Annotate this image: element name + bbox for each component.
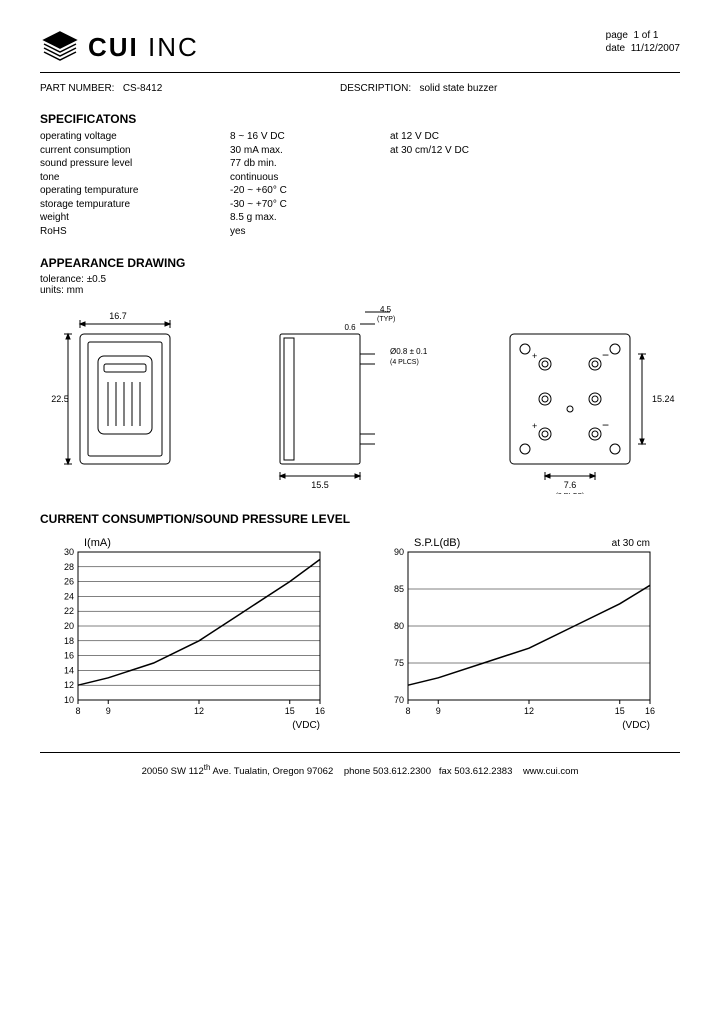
svg-text:16.7: 16.7 [109,311,127,321]
svg-text:+: + [532,351,537,361]
svg-text:85: 85 [394,584,404,594]
svg-text:(2 PLCS): (2 PLCS) [556,493,585,494]
svg-text:16: 16 [315,706,325,716]
specs-section: SPECIFICATONS operating voltage current … [40,112,680,238]
specs-extra: at 12 V DC at 30 cm/12 V DC [390,130,540,238]
desc-value: solid state buzzer [419,83,497,94]
svg-text:10: 10 [64,695,74,705]
svg-text:75: 75 [394,658,404,668]
desc-label: DESCRIPTION: [340,83,411,94]
svg-text:70: 70 [394,695,404,705]
footer: 20050 SW 112th Ave. Tualatin, Oregon 970… [40,752,680,777]
svg-text:24: 24 [64,591,74,601]
graphs-heading: CURRENT CONSUMPTION/SOUND PRESSURE LEVEL [40,512,680,526]
svg-text:16: 16 [645,706,655,716]
svg-text:28: 28 [64,562,74,572]
svg-text:15: 15 [615,706,625,716]
specs-labels: operating voltage current consumption so… [40,130,230,238]
svg-text:20: 20 [64,621,74,631]
pn-value: CS-8412 [123,83,162,94]
svg-text:(TYP): (TYP) [377,316,395,323]
part-line: PART NUMBER: CS-8412 DESCRIPTION: solid … [40,83,680,94]
svg-text:12: 12 [194,706,204,716]
svg-text:+: + [532,421,537,431]
logo-icon [40,30,80,64]
svg-text:at 30 cm: at 30 cm [612,538,650,549]
svg-text:15: 15 [285,706,295,716]
svg-text:80: 80 [394,621,404,631]
svg-text:I(mA): I(mA) [84,537,111,549]
svg-text:8: 8 [405,706,410,716]
svg-text:Ø0.8 ± 0.1: Ø0.8 ± 0.1 [390,347,428,356]
svg-text:(VDC): (VDC) [622,720,650,731]
svg-text:12: 12 [64,680,74,690]
svg-text:4.5: 4.5 [380,305,392,314]
graph-spl: 90 85 80 75 708 9 12 15 16 S.P.L(dB) at 30 cm (VDC) [370,532,660,732]
svg-text:8: 8 [75,706,80,716]
drawing-front: 16.7 22.5 [40,304,190,494]
drawing-tolerance: tolerance: ±0.5 [40,274,680,285]
logo: CUI INC [40,30,199,64]
svg-text:22: 22 [64,606,74,616]
svg-text:30: 30 [64,547,74,557]
svg-text:S.P.L(dB): S.P.L(dB) [414,537,460,549]
header: CUI INC page 1 of 1 date 11/12/2007 [40,30,680,73]
svg-text:(4 PLCS): (4 PLCS) [390,359,419,366]
svg-text:16: 16 [64,651,74,661]
drawing-back: + − + − 15.24 7.6 (2 PLCS) [490,304,680,494]
drawing-section: APPEARANCE DRAWING tolerance: ±0.5 units… [40,256,680,494]
svg-text:12: 12 [524,706,534,716]
specs-heading: SPECIFICATONS [40,112,680,126]
pn-label: PART NUMBER: [40,83,114,94]
svg-text:9: 9 [436,706,441,716]
drawing-heading: APPEARANCE DRAWING [40,256,680,270]
graphs-section: CURRENT CONSUMPTION/SOUND PRESSURE LEVEL… [40,512,680,732]
svg-text:7.6: 7.6 [564,480,577,490]
drawing-side: 15.5 0.6 4.5 (TYP) Ø0.8 ± 0.1 (4 PLCS) [240,304,440,494]
svg-text:90: 90 [394,547,404,557]
svg-text:0.6: 0.6 [344,323,356,332]
svg-text:−: − [602,418,609,432]
svg-text:9: 9 [106,706,111,716]
svg-text:15.5: 15.5 [311,480,329,490]
svg-text:26: 26 [64,577,74,587]
svg-text:22.5: 22.5 [51,394,69,404]
svg-text:18: 18 [64,636,74,646]
header-meta: page 1 of 1 date 11/12/2007 [606,30,680,56]
svg-text:−: − [602,348,609,362]
svg-text:(VDC): (VDC) [292,720,320,731]
graph-current: 30 28 26 24 22 20 18 16 14 12 108 9 12 15 16 I(mA) (VDC) [40,532,330,732]
company-name: CUI INC [88,32,199,63]
svg-text:14: 14 [64,665,74,675]
specs-values: 8 ~ 16 V DC 30 mA max. 77 db min. contin… [230,130,390,238]
drawing-units: units: mm [40,285,680,296]
svg-text:15.24: 15.24 [652,394,675,404]
